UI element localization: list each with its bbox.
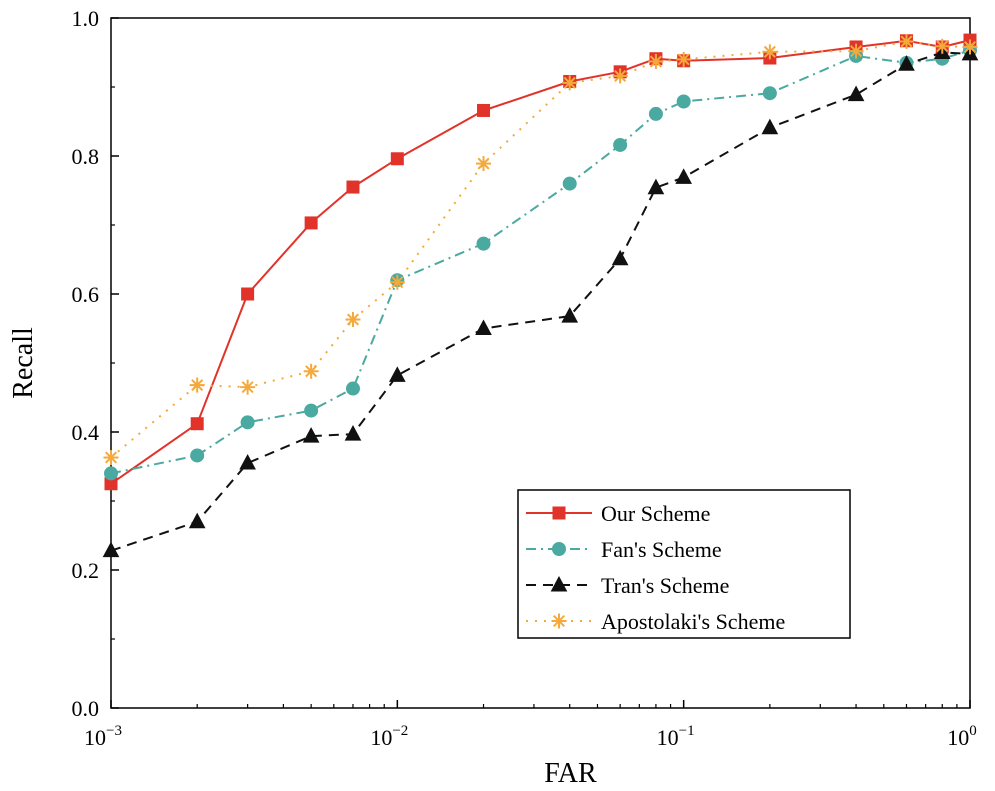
asterisk-stroke bbox=[391, 276, 404, 289]
data-point-fan-s-scheme bbox=[613, 137, 628, 152]
data-point-apostolaki-s-scheme bbox=[934, 38, 950, 54]
data-point-our-scheme bbox=[390, 152, 404, 166]
data-point-tran-s-scheme bbox=[188, 512, 206, 529]
asterisk-stroke bbox=[649, 55, 662, 68]
series-lines bbox=[110, 39, 971, 552]
data-point-tran-s-scheme bbox=[647, 178, 665, 195]
data-point-tran-s-scheme bbox=[475, 319, 492, 335]
y-tick-label: 0.0 bbox=[72, 696, 100, 721]
data-point-tran-s-scheme bbox=[675, 168, 693, 184]
legend-marker-tran-s-scheme bbox=[550, 575, 568, 592]
asterisk-stroke bbox=[305, 365, 318, 378]
data-point-apostolaki-s-scheme bbox=[762, 44, 778, 60]
series-line-our-scheme bbox=[110, 39, 971, 485]
data-point-our-scheme bbox=[477, 103, 491, 117]
y-tick-label: 1.0 bbox=[72, 6, 100, 31]
data-point-tran-s-scheme bbox=[344, 425, 362, 441]
data-point-tran-s-scheme bbox=[611, 249, 629, 266]
y-tick-label: 0.4 bbox=[72, 420, 100, 445]
data-point-apostolaki-s-scheme bbox=[303, 363, 319, 379]
legend-label-apostolaki-s-scheme: Apostolaki's Scheme bbox=[601, 609, 785, 634]
asterisk-stroke bbox=[552, 614, 566, 628]
asterisk-stroke bbox=[963, 40, 977, 53]
data-point-fan-s-scheme bbox=[304, 403, 319, 418]
asterisk-stroke bbox=[763, 45, 776, 58]
asterisk-stroke bbox=[241, 381, 254, 394]
legend-label-tran-s-scheme: Tran's Scheme bbox=[601, 573, 729, 598]
legend-marker-apostolaki-s-scheme bbox=[551, 613, 567, 629]
legend-box bbox=[517, 489, 851, 639]
asterisk-stroke bbox=[900, 35, 913, 48]
data-point-our-scheme bbox=[304, 216, 318, 230]
data-point-apostolaki-s-scheme bbox=[648, 53, 664, 69]
data-point-apostolaki-s-scheme bbox=[389, 274, 405, 290]
legend: Our Scheme Fan's Scheme Tran's Scheme Apost… bbox=[517, 489, 851, 639]
data-point-tran-s-scheme bbox=[388, 366, 406, 382]
series-line-tran-s-scheme bbox=[110, 51, 971, 552]
data-point-fan-s-scheme bbox=[648, 106, 663, 121]
asterisk-stroke bbox=[850, 45, 863, 58]
x-axis-title: FAR bbox=[544, 758, 597, 789]
legend-marker-fan-s-scheme bbox=[552, 542, 566, 556]
data-point-fan-s-scheme bbox=[762, 86, 777, 101]
asterisk-stroke bbox=[614, 69, 627, 82]
data-point-fan-s-scheme bbox=[676, 94, 691, 109]
data-point-our-scheme bbox=[190, 417, 204, 431]
data-point-apostolaki-s-scheme bbox=[189, 377, 205, 393]
data-point-apostolaki-s-scheme bbox=[962, 39, 978, 55]
data-point-fan-s-scheme bbox=[240, 415, 255, 430]
asterisk-stroke bbox=[346, 313, 359, 326]
data-point-our-scheme bbox=[241, 287, 255, 301]
data-point-apostolaki-s-scheme bbox=[676, 51, 692, 67]
data-point-fan-s-scheme bbox=[190, 448, 205, 463]
asterisk-stroke bbox=[936, 40, 949, 53]
series-line-fan-s-scheme bbox=[110, 49, 971, 475]
data-point-apostolaki-s-scheme bbox=[103, 450, 119, 466]
data-point-fan-s-scheme bbox=[345, 381, 360, 396]
x-tick-label: 100 bbox=[947, 723, 977, 750]
y-tick-label: 0.6 bbox=[72, 282, 100, 307]
data-point-fan-s-scheme bbox=[104, 466, 118, 481]
data-point-tran-s-scheme bbox=[898, 55, 915, 71]
data-point-apostolaki-s-scheme bbox=[898, 33, 914, 49]
y-tick-label: 0.8 bbox=[72, 144, 100, 169]
data-point-fan-s-scheme bbox=[562, 176, 577, 191]
asterisk-stroke bbox=[677, 53, 690, 66]
data-point-tran-s-scheme bbox=[561, 307, 579, 323]
data-point-fan-s-scheme bbox=[476, 236, 491, 251]
y-axis-title: Recall bbox=[8, 327, 39, 399]
data-point-apostolaki-s-scheme bbox=[848, 43, 864, 59]
legend-label-our-scheme: Our Scheme bbox=[601, 501, 710, 526]
data-point-tran-s-scheme bbox=[761, 118, 779, 135]
data-point-our-scheme bbox=[346, 180, 360, 194]
legend-label-fan-s-scheme: Fan's Scheme bbox=[601, 537, 722, 562]
data-point-tran-s-scheme bbox=[239, 453, 256, 470]
asterisk-stroke bbox=[563, 76, 576, 89]
asterisk-stroke bbox=[477, 157, 490, 170]
asterisk-stroke bbox=[191, 379, 204, 392]
data-point-apostolaki-s-scheme bbox=[476, 156, 492, 172]
y-tick-label: 0.2 bbox=[72, 558, 100, 583]
data-point-apostolaki-s-scheme bbox=[612, 68, 628, 84]
asterisk-stroke bbox=[104, 451, 118, 464]
legend-marker-our-scheme bbox=[552, 506, 566, 520]
x-tick-label: 10−1 bbox=[657, 723, 695, 750]
x-tick-label: 10−3 bbox=[84, 723, 122, 750]
series-line-apostolaki-s-scheme bbox=[110, 40, 971, 459]
series-markers bbox=[102, 33, 979, 558]
data-point-tran-s-scheme bbox=[102, 541, 120, 558]
data-point-apostolaki-s-scheme bbox=[240, 379, 256, 395]
axis-ticks: 0.0 0.2 0.4 0.6 0.8 1.0 10−3 10−2 10−1 100 bbox=[72, 6, 977, 750]
data-point-apostolaki-s-scheme bbox=[562, 75, 578, 91]
x-tick-label: 10−2 bbox=[370, 723, 408, 750]
data-point-apostolaki-s-scheme bbox=[345, 312, 361, 328]
data-point-tran-s-scheme bbox=[302, 427, 320, 443]
data-point-tran-s-scheme bbox=[847, 85, 865, 102]
